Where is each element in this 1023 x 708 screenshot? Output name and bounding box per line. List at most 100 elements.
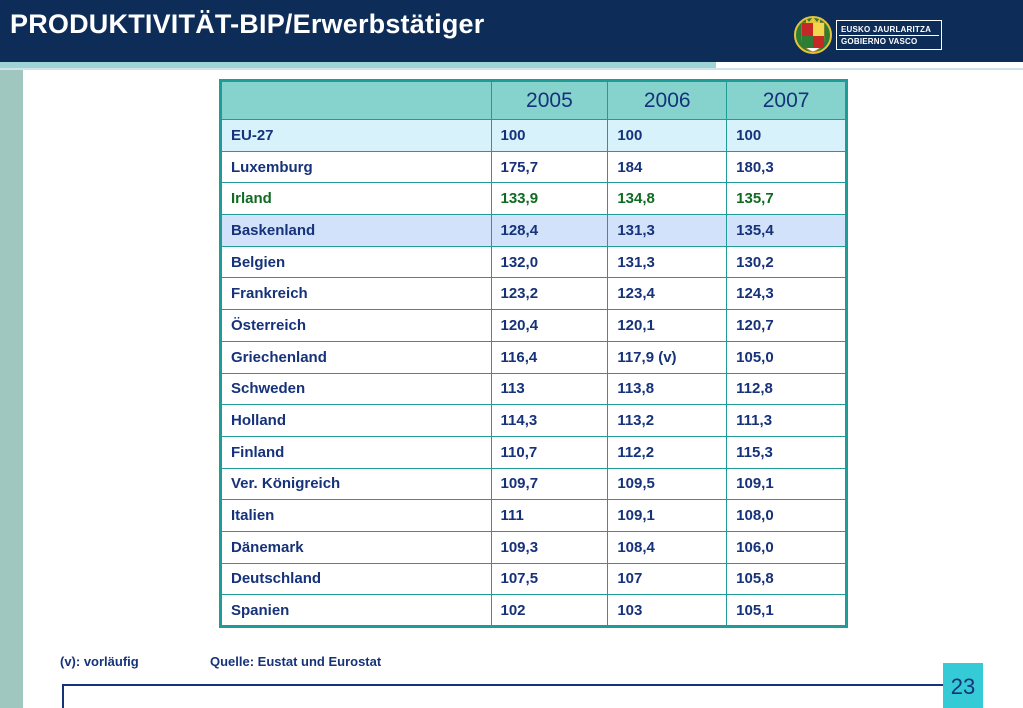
value-cell: 120,7 (726, 309, 847, 342)
value-cell: 114,3 (490, 404, 609, 437)
value-cell: 131,3 (607, 214, 728, 247)
value-cell: 107,5 (490, 562, 609, 596)
value-cell: 108,4 (607, 530, 728, 564)
table-row: Österreich 120,4 120,1 120,7 (220, 309, 847, 342)
country-cell: Holland (220, 404, 492, 437)
value-cell: 109,5 (607, 467, 728, 501)
table-row: Spanien 102 103 105,1 (220, 594, 847, 627)
value-cell: 184 (607, 150, 728, 184)
country-cell: EU-27 (220, 119, 492, 152)
source-note: Quelle: Eustat und Eurostat (210, 654, 382, 669)
country-cell: Finland (220, 435, 492, 469)
country-cell: Baskenland (220, 214, 492, 247)
country-cell: Ver. Königreich (220, 467, 492, 501)
country-cell: Schweden (220, 372, 492, 406)
value-cell: 116,4 (490, 340, 609, 374)
slide-header: PRODUKTIVITÄT-BIP/Erwerbstätiger EUSKO J… (0, 0, 1023, 62)
value-cell: 103 (607, 594, 728, 627)
table-row: Holland 114,3 113,2 111,3 (220, 404, 847, 437)
value-cell: 109,1 (726, 467, 847, 501)
table-row: EU-27 100 100 100 (220, 119, 847, 152)
country-cell: Dänemark (220, 530, 492, 564)
value-cell: 100 (490, 119, 609, 152)
header-accent-bar (0, 62, 716, 68)
country-cell: Irland (220, 182, 492, 216)
header-cell-country (220, 80, 492, 120)
country-cell: Belgien (220, 245, 492, 279)
value-cell: 135,4 (726, 214, 847, 247)
logo-line-1: EUSKO JAURLARITZA (841, 25, 932, 34)
country-cell: Österreich (220, 309, 492, 342)
value-cell: 180,3 (726, 150, 847, 184)
table-header-row: 2005 2006 2007 (220, 80, 847, 120)
table-row: Baskenland 128,4 131,3 135,4 (220, 214, 847, 247)
table-row: Griechenland 116,4 117,9 (v) 105,0 (220, 340, 847, 374)
country-cell: Frankreich (220, 277, 492, 311)
value-cell: 128,4 (490, 214, 609, 247)
table-row: Frankreich 123,2 123,4 124,3 (220, 277, 847, 311)
value-cell: 131,3 (607, 245, 728, 279)
header-accent-gap (716, 62, 1023, 68)
value-cell: 105,8 (726, 562, 847, 596)
government-logo: EUSKO JAURLARITZA GOBIERNO VASCO (794, 14, 946, 56)
logo-divider (839, 35, 939, 36)
value-cell: 115,3 (726, 435, 847, 469)
header-cell-2005: 2005 (490, 80, 609, 120)
value-cell: 124,3 (726, 277, 847, 311)
logo-text-box: EUSKO JAURLARITZA GOBIERNO VASCO (836, 20, 942, 50)
header-accent-line (0, 68, 1023, 70)
value-cell: 120,1 (607, 309, 728, 342)
left-decorative-stripe (0, 70, 23, 708)
value-cell: 133,9 (490, 182, 609, 216)
productivity-table: 2005 2006 2007 EU-27 100 100 100 Luxembu… (219, 79, 848, 628)
country-cell: Griechenland (220, 340, 492, 374)
header-cell-2007: 2007 (726, 80, 847, 120)
value-cell: 109,3 (490, 530, 609, 564)
footer-rule (62, 684, 943, 686)
value-cell: 105,1 (726, 594, 847, 627)
value-cell: 123,4 (607, 277, 728, 311)
country-cell: Deutschland (220, 562, 492, 596)
value-cell: 108,0 (726, 499, 847, 532)
value-cell: 112,8 (726, 372, 847, 406)
value-cell: 113,2 (607, 404, 728, 437)
value-cell: 102 (490, 594, 609, 627)
page-title: PRODUKTIVITÄT-BIP/Erwerbstätiger (10, 9, 485, 39)
table-row: Finland 110,7 112,2 115,3 (220, 435, 847, 469)
value-cell: 109,7 (490, 467, 609, 501)
table-row: Belgien 132,0 131,3 130,2 (220, 245, 847, 279)
value-cell: 175,7 (490, 150, 609, 184)
value-cell: 117,9 (v) (607, 340, 728, 374)
value-cell: 111,3 (726, 404, 847, 437)
footer-rule-tick (62, 684, 64, 708)
value-cell: 100 (607, 119, 728, 152)
value-cell: 130,2 (726, 245, 847, 279)
page-number-badge: 23 (943, 663, 983, 708)
country-cell: Spanien (220, 594, 492, 627)
value-cell: 134,8 (607, 182, 728, 216)
value-cell: 107 (607, 562, 728, 596)
table-row: Italien 111 109,1 108,0 (220, 499, 847, 532)
logo-line-2: GOBIERNO VASCO (841, 37, 918, 46)
table-row: Schweden 113 113,8 112,8 (220, 372, 847, 406)
value-cell: 106,0 (726, 530, 847, 564)
header-cell-2006: 2006 (607, 80, 728, 120)
basque-coat-of-arms-icon (794, 16, 832, 54)
value-cell: 113 (490, 372, 609, 406)
table-row: Irland 133,9 134,8 135,7 (220, 182, 847, 216)
value-cell: 109,1 (607, 499, 728, 532)
value-cell: 105,0 (726, 340, 847, 374)
table-row: Luxemburg 175,7 184 180,3 (220, 150, 847, 184)
value-cell: 135,7 (726, 182, 847, 216)
value-cell: 120,4 (490, 309, 609, 342)
country-cell: Italien (220, 499, 492, 532)
value-cell: 110,7 (490, 435, 609, 469)
value-cell: 123,2 (490, 277, 609, 311)
country-cell: Luxemburg (220, 150, 492, 184)
value-cell: 132,0 (490, 245, 609, 279)
table-row: Dänemark 109,3 108,4 106,0 (220, 530, 847, 564)
value-cell: 113,8 (607, 372, 728, 406)
value-cell: 112,2 (607, 435, 728, 469)
table-row: Ver. Königreich 109,7 109,5 109,1 (220, 467, 847, 501)
value-cell: 111 (490, 499, 609, 532)
